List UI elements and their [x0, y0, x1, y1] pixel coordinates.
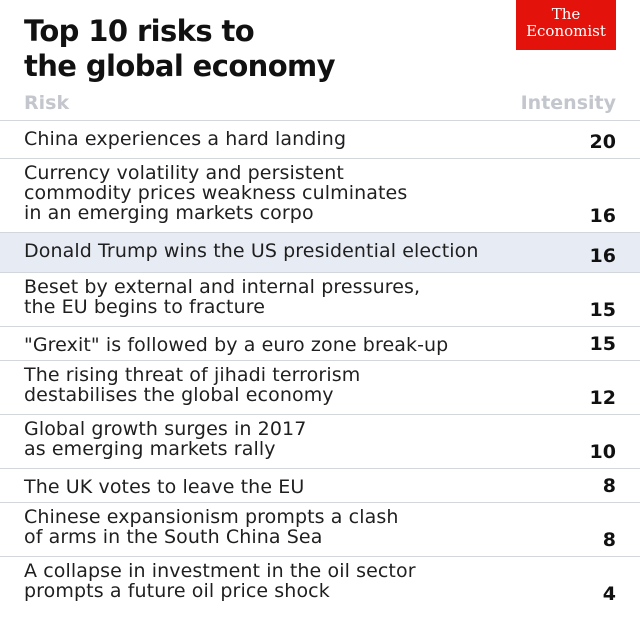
chart-title: Top 10 risks to the global economy: [24, 14, 454, 84]
economist-logo: The Economist: [516, 0, 616, 50]
risk-label: Currency volatility and persistent commod…: [24, 163, 544, 223]
risk-label: Beset by external and internal pressures…: [24, 277, 544, 317]
intensity-value: 15: [589, 333, 616, 355]
table-row: Chinese expansionism prompts a clash of a…: [0, 502, 640, 556]
title-line-2: the global economy: [24, 49, 336, 83]
risk-label-line: prompts a future oil price shock: [24, 580, 330, 602]
intensity-value: 8: [602, 529, 616, 551]
column-header-risk: Risk: [24, 92, 70, 114]
risk-label-line: as emerging markets rally: [24, 438, 276, 460]
risk-label-line: Global growth surges in 2017: [24, 418, 307, 440]
intensity-value: 16: [589, 245, 616, 267]
column-header-intensity: Intensity: [520, 92, 616, 114]
risk-label-line: of arms in the South China Sea: [24, 526, 323, 548]
table-row: The UK votes to leave the EU 8: [0, 468, 640, 502]
table-row: Donald Trump wins the US presidential el…: [0, 232, 640, 272]
risk-label-line: in an emerging markets corpo: [24, 202, 314, 224]
table-row: "Grexit" is followed by a euro zone brea…: [0, 326, 640, 360]
table-header: Risk Intensity: [24, 92, 616, 118]
risk-label: The UK votes to leave the EU: [24, 477, 544, 497]
title-line-1: Top 10 risks to: [24, 14, 255, 48]
intensity-value: 4: [602, 583, 616, 605]
risk-label-line: Beset by external and internal pressures…: [24, 276, 421, 298]
table-row: The rising threat of jihadi terrorism des…: [0, 360, 640, 414]
risk-label-line: "Grexit" is followed by a euro zone brea…: [24, 334, 449, 356]
risk-label: "Grexit" is followed by a euro zone brea…: [24, 335, 544, 355]
risk-label-line: Currency volatility and persistent: [24, 162, 344, 184]
intensity-value: 10: [589, 441, 616, 463]
risk-label: Donald Trump wins the US presidential el…: [24, 241, 544, 261]
risk-label-line: Chinese expansionism prompts a clash: [24, 506, 399, 528]
intensity-value: 15: [589, 299, 616, 321]
risk-label: Chinese expansionism prompts a clash of a…: [24, 507, 544, 547]
table-row: China experiences a hard landing 20: [0, 120, 640, 158]
table-row: Currency volatility and persistent commod…: [0, 158, 640, 232]
risk-label-line: destabilises the global economy: [24, 384, 334, 406]
intensity-value: 8: [602, 475, 616, 497]
table-row: Global growth surges in 2017 as emerging …: [0, 414, 640, 468]
risk-label-line: commodity prices weakness culminates: [24, 182, 408, 204]
intensity-value: 16: [589, 205, 616, 227]
risk-label-line: The rising threat of jihadi terrorism: [24, 364, 361, 386]
intensity-value: 20: [589, 131, 616, 153]
risk-label: A collapse in investment in the oil sect…: [24, 561, 544, 601]
risk-label: China experiences a hard landing: [24, 129, 544, 149]
risk-label-line: The UK votes to leave the EU: [24, 476, 305, 498]
logo-line-1: The: [551, 5, 581, 23]
risk-label: Global growth surges in 2017 as emerging …: [24, 419, 544, 459]
intensity-value: 12: [589, 387, 616, 409]
risk-label-line: China experiences a hard landing: [24, 128, 347, 150]
table-row: Beset by external and internal pressures…: [0, 272, 640, 326]
risk-label: The rising threat of jihadi terrorism des…: [24, 365, 544, 405]
risk-label-line: the EU begins to fracture: [24, 296, 266, 318]
table-row: A collapse in investment in the oil sect…: [0, 556, 640, 610]
risk-label-line: Donald Trump wins the US presidential el…: [24, 240, 479, 262]
logo-line-2: Economist: [526, 22, 606, 40]
risk-label-line: A collapse in investment in the oil sect…: [24, 560, 416, 582]
